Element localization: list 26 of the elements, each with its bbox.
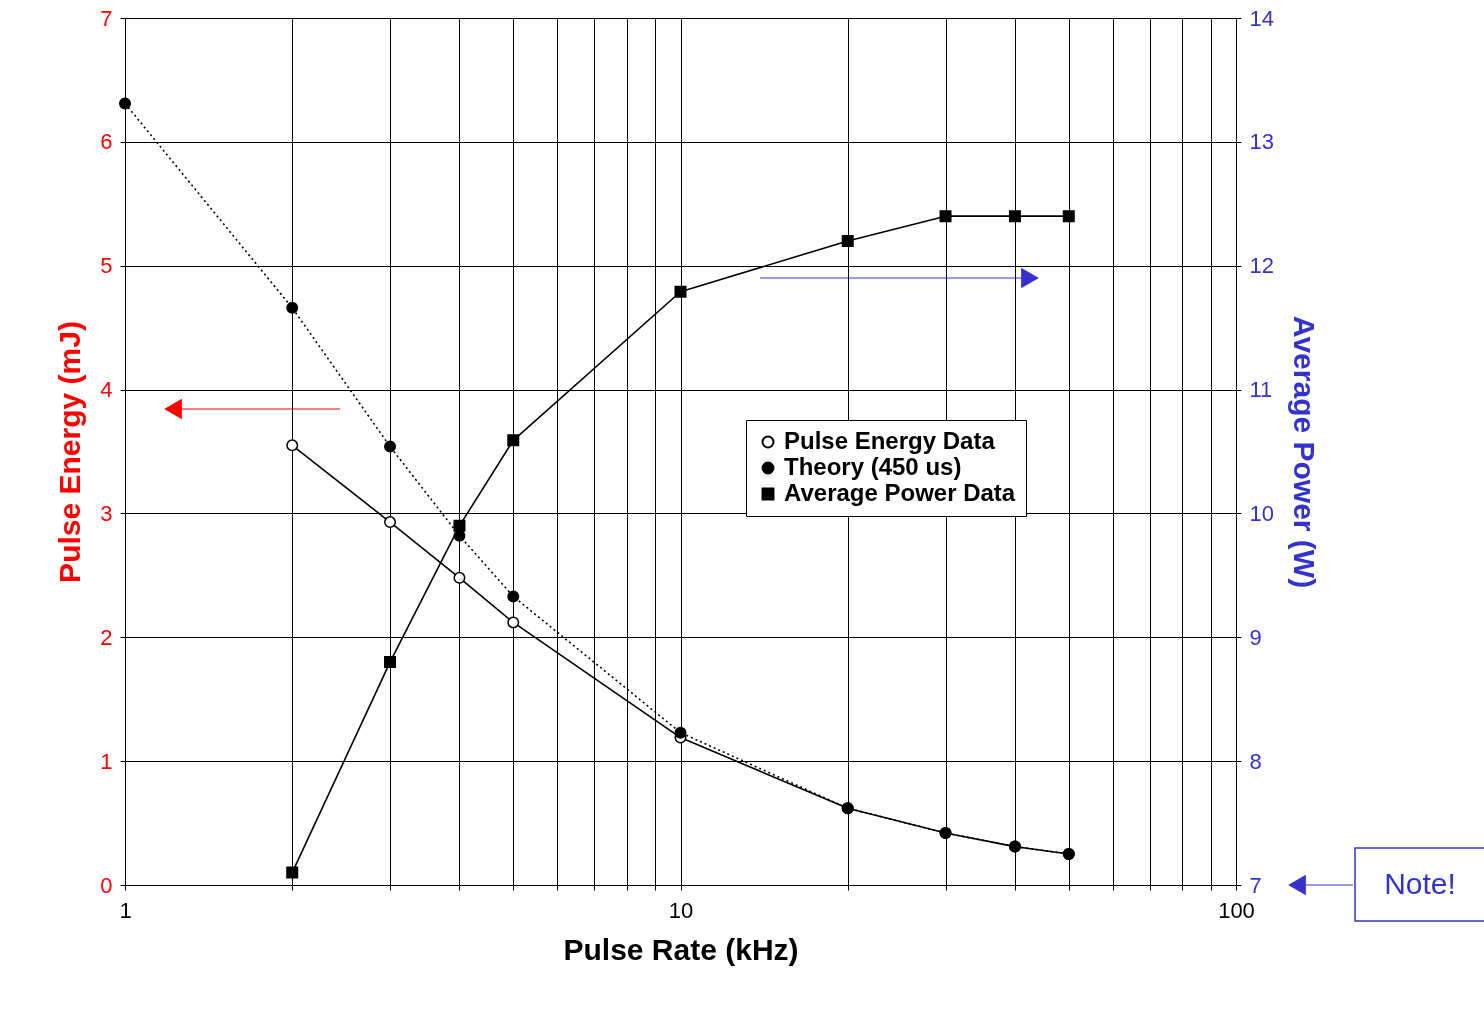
legend-label: Average Power Data	[784, 479, 1016, 506]
x-tick-label: 100	[1218, 897, 1255, 923]
x-tick-label: 10	[668, 897, 694, 923]
y2-axis-title: Average Power (W)	[1287, 315, 1321, 589]
text: Note!	[1384, 867, 1456, 900]
y-tick-label: 7	[100, 5, 113, 31]
y-tick-label: 1	[100, 748, 113, 774]
y2-tick-label: 12	[1249, 253, 1274, 279]
y-tick-label: 5	[100, 253, 113, 279]
y2-tick-label: 8	[1249, 748, 1262, 774]
legend-label: Theory (450 us)	[784, 453, 962, 480]
y-axis-title: Pulse Energy (mJ)	[53, 321, 87, 583]
y-tick-label: 6	[100, 129, 113, 155]
y-tick-label: 3	[100, 500, 113, 526]
y2-tick-label: 14	[1249, 5, 1274, 31]
x-axis-title: Pulse Rate (kHz)	[563, 932, 799, 966]
y2-tick-label: 7	[1249, 872, 1262, 898]
x-tick-label: 1	[119, 897, 132, 923]
y2-tick-label: 11	[1249, 377, 1273, 403]
y2-tick-label: 9	[1249, 624, 1262, 650]
y-tick-label: 2	[100, 624, 113, 650]
y2-tick-label: 10	[1249, 500, 1274, 526]
legend-label: Pulse Energy Data	[784, 427, 996, 454]
y-tick-label: 0	[100, 872, 113, 898]
y-tick-label: 4	[100, 377, 113, 403]
y2-tick-label: 13	[1249, 129, 1274, 155]
